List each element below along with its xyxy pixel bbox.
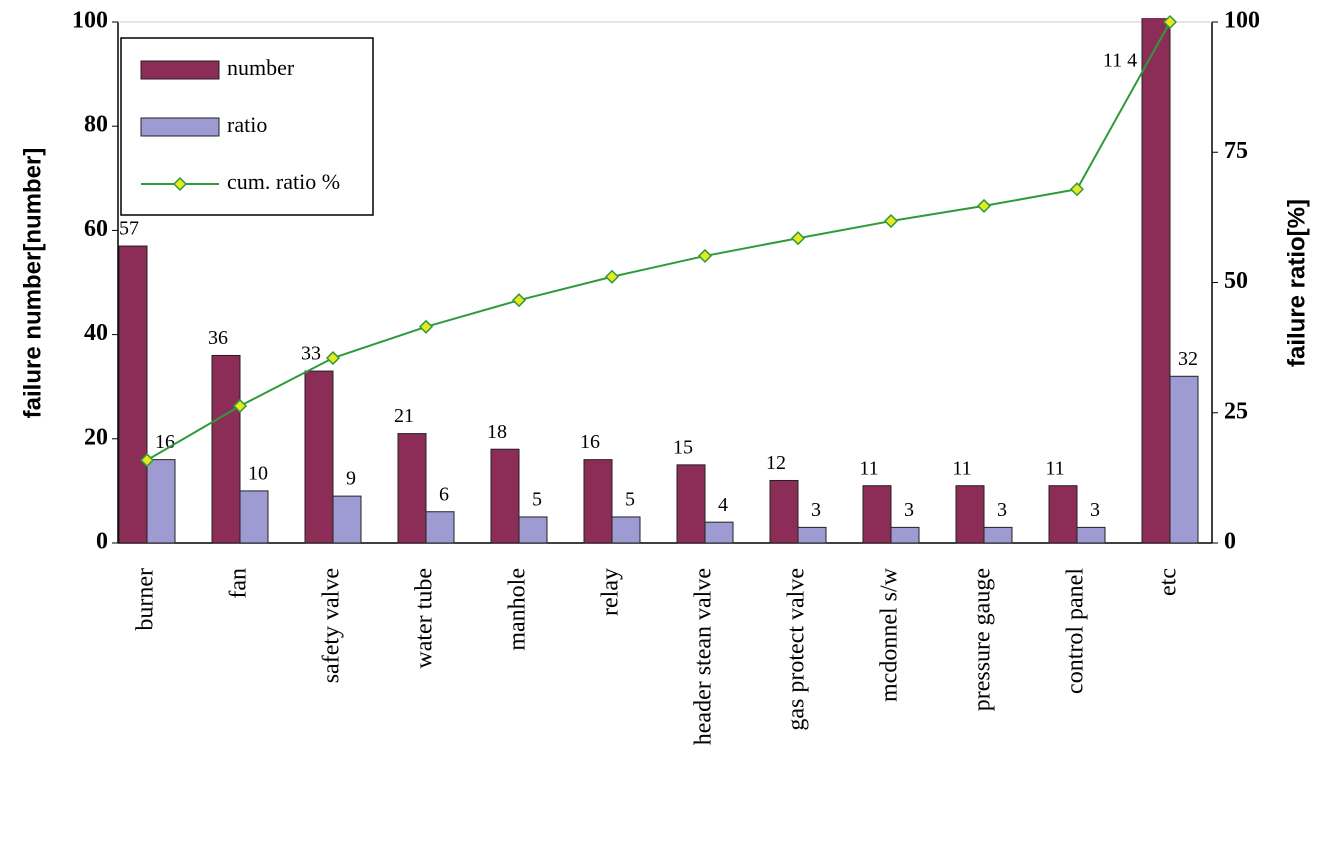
bar: [955, 485, 985, 544]
data-label: 16: [580, 431, 600, 453]
x-tick-label: header stean valve: [691, 568, 717, 745]
legend-swatch: [140, 60, 220, 80]
marker: [697, 248, 713, 263]
legend-marker: [172, 176, 188, 192]
data-label: 33: [301, 343, 321, 365]
bar: [797, 526, 827, 544]
data-label: 21: [394, 405, 414, 427]
bar: [490, 448, 520, 544]
bar: [1141, 18, 1171, 544]
x-tick-label: water tube: [412, 568, 438, 669]
data-label: 4: [718, 494, 728, 516]
bar: [1048, 485, 1078, 544]
bar: [611, 516, 641, 544]
legend-label: number: [227, 55, 295, 80]
x-tick-label: etc: [1156, 568, 1182, 596]
y-tick-label: 60: [84, 216, 108, 242]
y2-axis-label: failure ratio[%]: [1283, 199, 1310, 367]
bar: [304, 370, 334, 544]
bar: [1169, 375, 1199, 544]
x-tick-label: control panel: [1063, 568, 1089, 694]
marker: [790, 231, 806, 246]
data-label: 3: [811, 499, 821, 521]
data-label: 6: [439, 483, 449, 505]
bar: [239, 490, 269, 544]
bar: [890, 526, 920, 544]
y2-tick-label: 75: [1224, 138, 1248, 164]
bar: [769, 479, 799, 544]
x-tick-label: burner: [133, 568, 159, 631]
data-label: 57: [119, 218, 139, 240]
bar: [583, 459, 613, 544]
bar: [1076, 526, 1106, 544]
data-label: 32: [1178, 348, 1198, 370]
data-label: 3: [1090, 499, 1100, 521]
marker: [883, 213, 899, 229]
data-label: 36: [208, 327, 228, 349]
legend-label: cum. ratio %: [227, 169, 340, 194]
data-label: 10: [248, 462, 268, 484]
data-label: 11: [952, 457, 971, 479]
marker: [511, 293, 527, 308]
bar: [425, 511, 455, 544]
marker: [232, 398, 248, 414]
bar: [332, 495, 362, 544]
bar: [146, 459, 176, 544]
bar: [118, 245, 148, 544]
marker: [139, 453, 155, 468]
legend-swatch: [140, 117, 220, 137]
bar: [862, 485, 892, 544]
data-label: 5: [532, 489, 542, 511]
line: [146, 21, 1171, 462]
data-label: 5: [625, 489, 635, 511]
data-label: 15: [673, 436, 693, 458]
y-tick-label: 40: [84, 320, 108, 346]
data-label: 18: [487, 421, 507, 443]
marker: [1162, 14, 1178, 30]
y-tick-label: 20: [84, 424, 108, 450]
marker: [604, 269, 620, 284]
marker: [418, 319, 434, 334]
bar: [518, 516, 548, 544]
data-label: 11: [1045, 457, 1064, 479]
data-label: 11: [859, 457, 878, 479]
bar: [211, 354, 241, 544]
x-tick-label: pressure gauge: [970, 568, 996, 711]
y2-tick-label: 0: [1224, 529, 1236, 555]
x-tick-label: safety valve: [319, 568, 345, 683]
x-tick-label: fan: [226, 568, 252, 599]
data-label: 9: [346, 468, 356, 490]
y2-tick-label: 50: [1224, 268, 1248, 294]
plot-area: [118, 18, 1199, 544]
data-label: 11 4: [1103, 50, 1137, 72]
bar: [676, 464, 706, 544]
data-label: 12: [766, 452, 786, 474]
y2-tick-label: 25: [1224, 398, 1248, 424]
x-tick-label: manhole: [505, 568, 531, 651]
bar: [983, 526, 1013, 544]
legend-label: ratio: [227, 112, 267, 137]
y2-tick-label: 100: [1224, 8, 1260, 34]
x-tick-label: gas protect valve: [784, 568, 810, 731]
y-axis-label: failure number[number]: [19, 148, 46, 419]
y-tick-label: 100: [72, 8, 108, 34]
bar: [397, 433, 427, 544]
y-tick-label: 80: [84, 112, 108, 138]
data-label: 3: [904, 499, 914, 521]
marker: [325, 350, 341, 366]
data-label: 3: [997, 499, 1007, 521]
x-tick-label: relay: [598, 568, 624, 616]
bar: [704, 521, 734, 544]
marker: [1069, 182, 1085, 197]
marker: [976, 198, 992, 213]
x-tick-label: mcdonnel s/w: [877, 567, 903, 702]
y-tick-label: 0: [96, 529, 108, 555]
